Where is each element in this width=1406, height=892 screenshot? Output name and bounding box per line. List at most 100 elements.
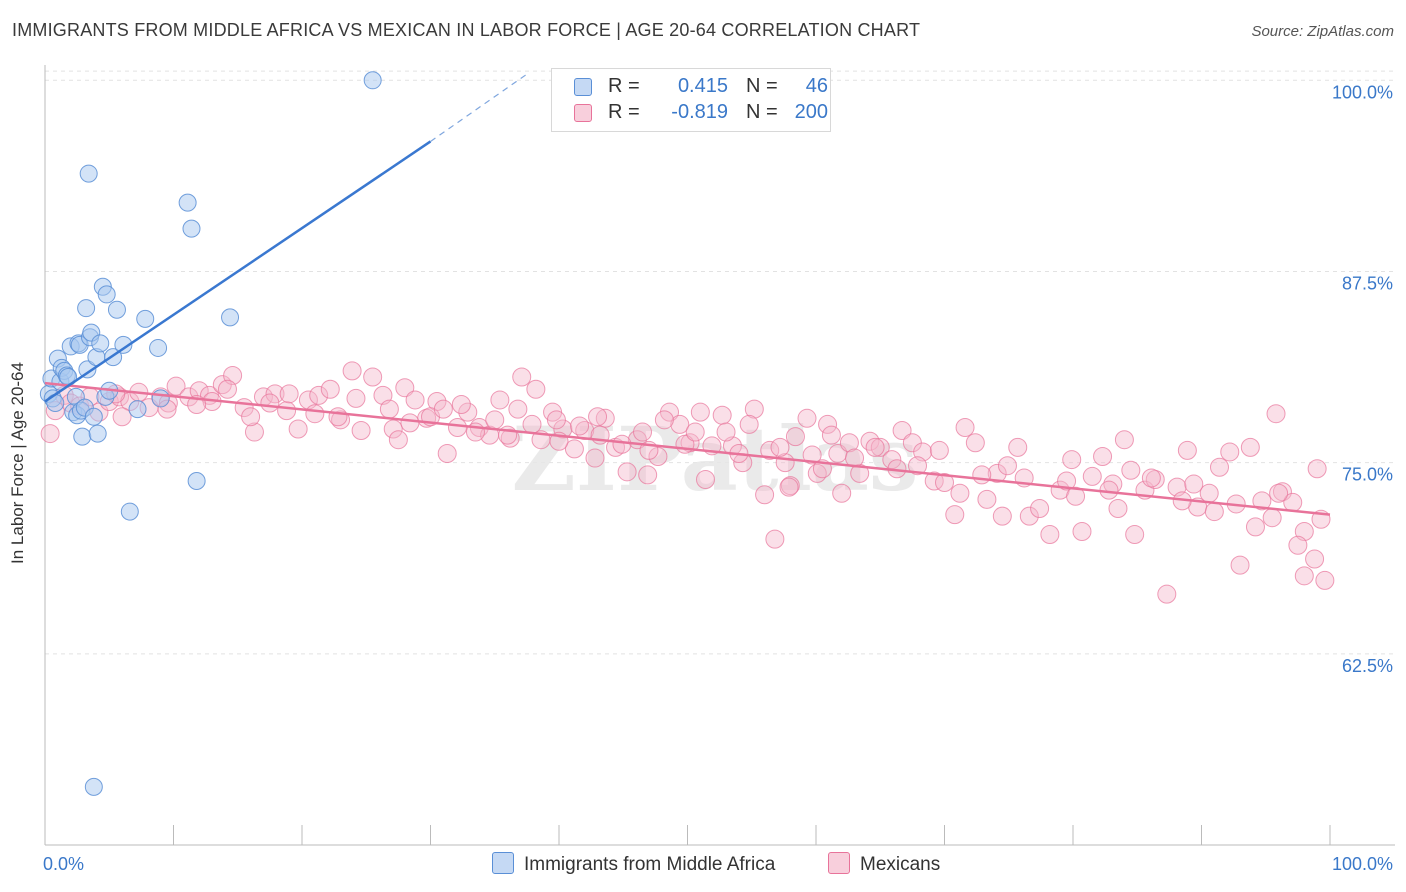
mexicans-point xyxy=(1177,440,1197,460)
mexicans-point xyxy=(765,529,785,549)
trend-line-mexicans xyxy=(44,381,1331,516)
mexicans-point xyxy=(638,465,658,485)
mexicans-point xyxy=(1294,566,1314,586)
mexicans-point xyxy=(744,399,764,419)
mexicans-point xyxy=(1245,517,1265,537)
mexicans-point xyxy=(328,407,348,427)
bottom-legend-swatch-blue xyxy=(492,852,514,874)
mexicans-point xyxy=(1082,466,1102,486)
middle-africa-point xyxy=(120,502,139,521)
mexicans-point xyxy=(839,433,859,453)
middle-africa-point xyxy=(149,338,168,357)
mexicans-point xyxy=(288,419,308,439)
mexicans-point xyxy=(405,390,425,410)
mexicans-point xyxy=(546,410,566,430)
x-tick-label: 0.0% xyxy=(43,854,84,874)
mexicans-point xyxy=(935,473,954,493)
mexicans-point xyxy=(570,416,590,436)
mexicans-point xyxy=(1269,483,1289,503)
legend-n-label: N = xyxy=(746,75,778,97)
legend-r-value: 0.415 xyxy=(677,75,728,97)
mexicans-point xyxy=(1209,457,1229,477)
mexicans-point xyxy=(1199,483,1219,503)
mexicans-point xyxy=(1307,459,1327,479)
mexicans-point xyxy=(802,445,822,465)
mexicans-point xyxy=(1141,468,1161,488)
mexicans-point xyxy=(780,476,800,496)
mexicans-point xyxy=(850,463,870,483)
bottom-legend-swatch-pink xyxy=(828,852,850,874)
middle-africa-point xyxy=(187,472,206,490)
mexicans-point xyxy=(1093,447,1113,467)
middle-africa-point xyxy=(77,299,96,318)
mexicans-point xyxy=(1262,508,1282,528)
mexicans-point xyxy=(612,434,632,454)
mexicans-point xyxy=(320,379,340,399)
legend-r-value: -0.819 xyxy=(671,101,728,123)
mexicans-point xyxy=(1252,491,1272,511)
mexicans-point xyxy=(892,421,912,441)
middle-africa-point xyxy=(178,193,197,212)
bottom-legend-label: Immigrants from Middle Africa xyxy=(524,854,776,875)
legend-n-value: 200 xyxy=(794,101,828,123)
mexicans-point xyxy=(512,367,532,387)
mexicans-point xyxy=(950,483,970,503)
mexicans-point xyxy=(929,440,949,460)
axes-layer xyxy=(44,65,1395,846)
x-tick-label: 100.0% xyxy=(1332,854,1393,874)
legend-r-label: R = xyxy=(608,75,640,97)
mexicans-point xyxy=(832,483,852,503)
mexicans-point xyxy=(279,384,299,404)
mexicans-point xyxy=(685,422,705,442)
mexicans-point xyxy=(388,430,408,450)
mexicans-point xyxy=(1030,499,1050,519)
mexicans-point xyxy=(260,393,280,413)
mexicans-point xyxy=(217,379,237,399)
mexicans-point xyxy=(739,414,759,434)
bottom-legend-label: Mexicans xyxy=(860,854,941,875)
mexicans-point xyxy=(797,408,817,428)
mexicans-point xyxy=(588,407,608,427)
middle-africa-point xyxy=(363,71,382,90)
legend-swatch-pink xyxy=(574,104,592,122)
mexicans-point xyxy=(437,443,457,463)
middle-africa-point xyxy=(88,424,107,443)
mexicans-point xyxy=(716,422,736,442)
mexicans-point xyxy=(821,425,841,445)
mexicans-point xyxy=(395,378,415,398)
mexicans-point xyxy=(241,407,261,427)
mexicans-point xyxy=(112,407,132,427)
mexicans-point xyxy=(785,427,805,447)
mexicans-point xyxy=(1066,486,1086,506)
mexicans-point xyxy=(351,421,371,441)
mexicans-point xyxy=(1008,437,1028,457)
mexicans-point xyxy=(1019,506,1039,526)
trend-line-middle-africa-extension xyxy=(430,73,528,142)
source-label: Source: ZipAtlas.com xyxy=(1251,23,1394,40)
mexicans-point xyxy=(1121,460,1141,480)
mexicans-point xyxy=(987,463,1007,483)
mexicans-point xyxy=(924,471,944,491)
mexicans-point xyxy=(265,384,285,404)
mexicans-point xyxy=(1072,521,1092,541)
mexicans-point xyxy=(770,437,790,457)
grid-layer xyxy=(45,70,1395,655)
middle-africa-point xyxy=(136,309,155,328)
legend-swatch-blue xyxy=(574,78,592,96)
mexicans-point xyxy=(1305,549,1325,569)
mexicans-point xyxy=(1315,570,1335,590)
mexicans-point xyxy=(500,428,520,448)
mexicans-point xyxy=(451,395,471,415)
mexicans-point xyxy=(779,477,799,497)
mexicans-point xyxy=(342,361,362,381)
mexicans-point xyxy=(400,413,420,433)
middle-africa-point xyxy=(182,219,201,238)
mexicans-point xyxy=(553,419,573,439)
y-tick-label: 100.0% xyxy=(1332,82,1393,102)
mexicans-point xyxy=(670,414,690,434)
mexicans-point xyxy=(508,399,528,419)
mexicans-point xyxy=(1125,525,1145,545)
mexicans-point xyxy=(458,402,478,422)
mexicans-point xyxy=(1184,474,1204,494)
